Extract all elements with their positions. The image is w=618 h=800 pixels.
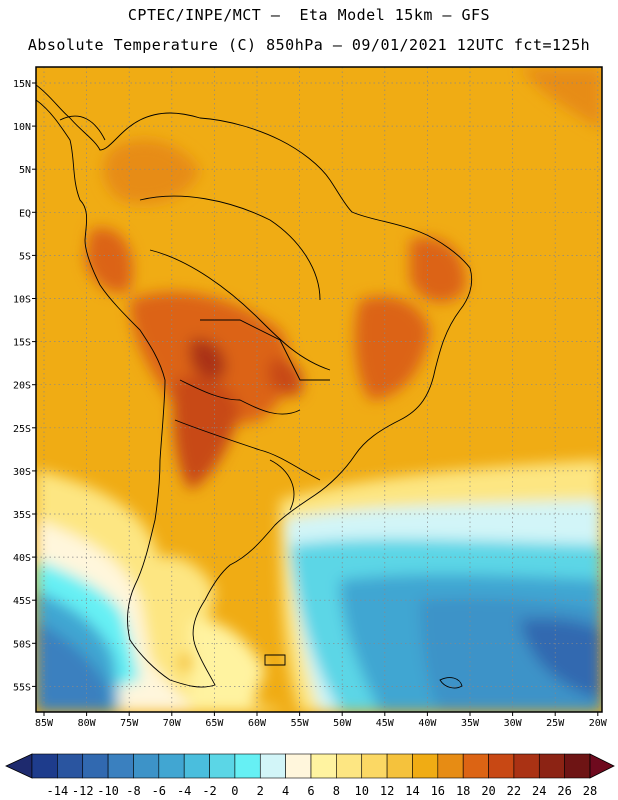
temperature-field xyxy=(36,67,602,712)
colorbar-swatch xyxy=(336,753,363,779)
colorbar-label: 4 xyxy=(282,784,289,798)
colorbar-swatch xyxy=(158,753,185,779)
lon-tick-label: 70W xyxy=(163,718,182,729)
lat-tick-label: 15N xyxy=(13,79,31,90)
colorbar-label: 10 xyxy=(355,784,369,798)
lat-tick-label: 10S xyxy=(13,295,31,306)
colorbar-swatch xyxy=(412,753,439,779)
lat-tick-label: 55S xyxy=(13,682,31,693)
lon-tick-label: 20W xyxy=(589,718,608,729)
lon-tick-label: 40W xyxy=(418,718,437,729)
lat-tick-label: 20S xyxy=(13,381,31,392)
colorbar-low-arrow xyxy=(5,753,33,779)
colorbar-swatch xyxy=(538,753,565,779)
colorbar-swatch xyxy=(209,753,236,779)
colorbar-label: -4 xyxy=(177,784,191,798)
colorbar-high-arrow xyxy=(589,753,615,779)
lon-tick-label: 60W xyxy=(248,718,267,729)
lon-tick-label: 50W xyxy=(333,718,352,729)
colorbar-swatch xyxy=(361,753,388,779)
colorbar-label: 20 xyxy=(481,784,495,798)
colorbar-label: -8 xyxy=(126,784,140,798)
colorbar: -14 -12 -10 -8 -6 -4 -2 0 2 4 6 8 10 12 14 16 18 20 22 24 26… xyxy=(5,753,615,798)
lon-tick-label: 45W xyxy=(376,718,395,729)
colorbar-label: -10 xyxy=(97,784,119,798)
colorbar-swatch xyxy=(488,753,515,779)
colorbar-swatch xyxy=(437,753,464,779)
lat-tick-label: 40S xyxy=(13,553,31,564)
lat-tick-label: 45S xyxy=(13,596,31,607)
colorbar-label: 16 xyxy=(431,784,445,798)
colorbar-swatch xyxy=(183,753,210,779)
lat-tick-label: 5S xyxy=(19,251,31,262)
colorbar-swatch xyxy=(82,753,109,779)
lon-tick-label: 85W xyxy=(35,718,54,729)
colorbar-swatch xyxy=(133,753,160,779)
colorbar-label: 0 xyxy=(231,784,238,798)
lat-tick-label: 50S xyxy=(13,639,31,650)
latitude-axis: 15N 10N 5N EQ 5S 10S 15S 20S 25S 30S 35S 40S 45S 50S 5… xyxy=(13,79,36,693)
map-frame xyxy=(35,66,603,713)
colorbar-label: 28 xyxy=(583,784,597,798)
colorbar-label: -6 xyxy=(152,784,166,798)
colorbar-label: 6 xyxy=(307,784,314,798)
lat-tick-label: 5N xyxy=(19,165,31,176)
colorbar-label: 2 xyxy=(257,784,264,798)
colorbar-label: 22 xyxy=(507,784,521,798)
colorbar-swatch xyxy=(564,753,591,779)
colorbar-label: 12 xyxy=(380,784,394,798)
colorbar-swatch xyxy=(234,753,261,779)
colorbar-swatch xyxy=(285,753,312,779)
lat-tick-label: 10N xyxy=(13,122,31,133)
colorbar-label: -14 xyxy=(47,784,69,798)
lat-tick-label: 15S xyxy=(13,338,31,349)
colorbar-swatch xyxy=(57,753,84,779)
colorbar-label: 26 xyxy=(557,784,571,798)
colorbar-swatch xyxy=(462,753,489,779)
coastlines xyxy=(36,84,473,689)
colorbar-swatch xyxy=(310,753,337,779)
colorbar-label: 8 xyxy=(333,784,340,798)
colorbar-swatch xyxy=(107,753,134,779)
colorbar-swatch xyxy=(513,753,540,779)
lat-tick-label: EQ xyxy=(19,208,31,219)
colorbar-swatch xyxy=(31,753,58,779)
lon-tick-label: 80W xyxy=(78,718,97,729)
lat-tick-label: 25S xyxy=(13,424,31,435)
colorbar-label: 18 xyxy=(456,784,470,798)
lon-tick-label: 25W xyxy=(546,718,565,729)
colorbar-label: 24 xyxy=(532,784,546,798)
lat-tick-label: 35S xyxy=(13,510,31,521)
map-title-line2: Absolute Temperature (C) 850hPa – 09/01/… xyxy=(27,36,591,54)
lon-tick-label: 35W xyxy=(461,718,480,729)
longitude-axis: 85W 80W 75W 70W 65W 60W 55W 50W 45W 40W 35W 30W 25W 2… xyxy=(35,712,608,729)
lon-tick-label: 30W xyxy=(504,718,523,729)
lon-tick-label: 55W xyxy=(291,718,310,729)
map-title-line1: CPTEC/INPE/MCT – Eta Model 15km – GFS xyxy=(127,6,491,24)
lat-tick-label: 30S xyxy=(13,467,31,478)
lon-tick-label: 75W xyxy=(120,718,139,729)
colorbar-label: -2 xyxy=(202,784,216,798)
colorbar-label: 14 xyxy=(405,784,419,798)
colorbar-label: -12 xyxy=(72,784,94,798)
colorbar-swatch xyxy=(386,753,413,779)
lon-tick-label: 65W xyxy=(205,718,224,729)
colorbar-swatch xyxy=(259,753,286,779)
